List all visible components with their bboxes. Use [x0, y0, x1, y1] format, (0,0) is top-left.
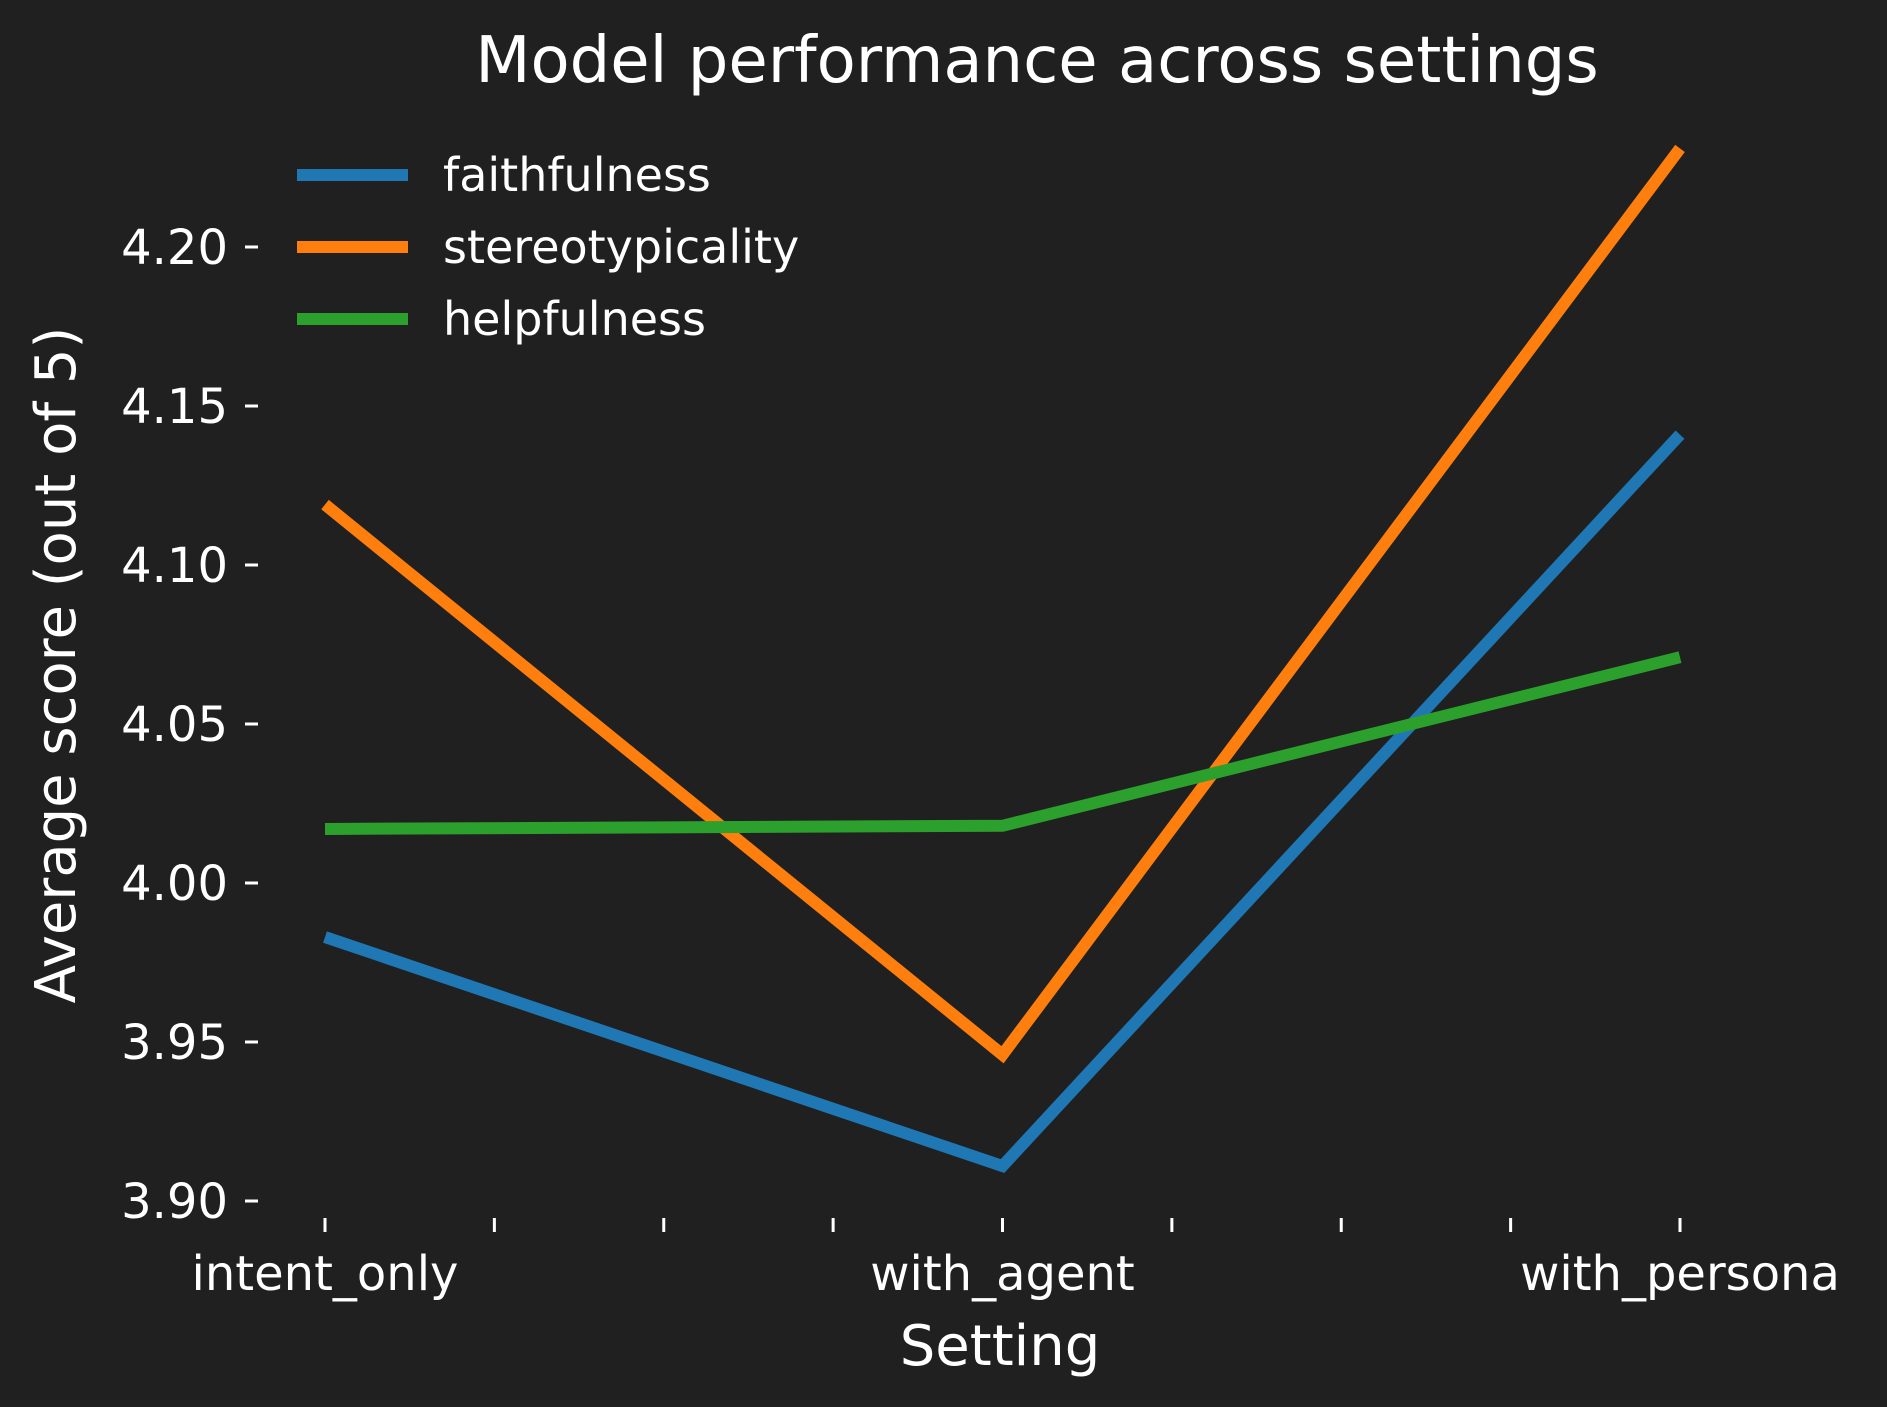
series-line-faithfulness [323, 430, 1685, 1173]
legend: faithfulness stereotypicality helpfulness [297, 148, 799, 346]
x-tick-label: intent_only [192, 1246, 459, 1302]
x-tick-label: with_persona [1520, 1246, 1840, 1302]
x-axis-label: Setting [900, 1314, 1101, 1379]
y-tick-label: 3.90 [121, 1174, 228, 1230]
plot-area [321, 144, 1685, 1173]
legend-label-helpfulness: helpfulness [443, 292, 706, 346]
y-tick-label: 4.20 [121, 220, 228, 276]
y-axis-label: Average score (out of 5) [24, 327, 89, 1004]
y-tick-label: 4.10 [121, 538, 228, 594]
series-line-helpfulness [324, 651, 1682, 835]
y-tick-label: 3.95 [121, 1015, 228, 1071]
x-axis: intent_only with_agent with_persona [192, 1218, 1840, 1302]
legend-label-faithfulness: faithfulness [443, 148, 711, 202]
y-tick-label: 4.05 [121, 697, 228, 753]
series-line-stereotypicality [321, 144, 1685, 1064]
y-tick-label: 4.00 [121, 856, 228, 912]
x-tick-label: with_agent [870, 1246, 1135, 1302]
y-tick-label: 4.15 [121, 379, 228, 435]
legend-label-stereotypicality: stereotypicality [443, 220, 799, 274]
y-axis: 3.90 3.95 4.00 4.05 4.10 4.15 4.20 [121, 220, 258, 1230]
chart-title: Model performance across settings [475, 24, 1598, 98]
